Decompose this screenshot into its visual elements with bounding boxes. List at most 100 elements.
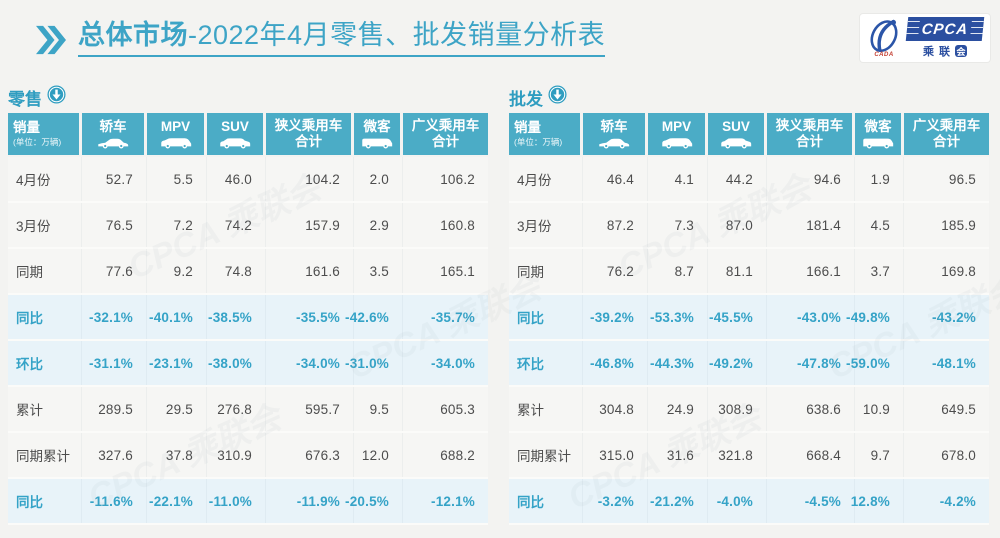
cell-mar-broad-pv-total: 160.8 [440,217,475,233]
column-label: 狭义乘用车 [274,118,343,134]
retail-table-header: 销量 (单位：万辆) 轿车 MPV SUV 狭义乘用车 合计 微客 广义乘用车 合计 [8,113,488,155]
column-unit-label: (单位：万辆) [514,137,563,148]
cell-cumulative-broad-pv-total: 605.3 [440,401,475,417]
cell-apr-broad-pv-total: 106.2 [440,171,475,187]
column-label: 狭义乘用车 [775,118,844,134]
table-row-mom: 环比 -31.1% -23.1% -38.0% -34.0% -31.0% -34.0% [8,341,488,387]
row-label-prior-cumulative: 同期累计 [509,433,583,477]
double-chevron-icon [36,24,66,61]
table-row-yoy: 同比 -32.1% -40.1% -38.5% -35.5% -42.6% -35.7% [8,295,488,341]
row-label-prior-cumulative: 同期累计 [8,433,82,477]
page-title: 总体市场-2022年4月零售、批发销量分析表 [78,20,606,58]
cell-prior-cumulative-broad-pv-total: 678.0 [941,447,976,463]
cell-prior-year-period-broad-pv-total: 165.1 [440,263,475,279]
cell-yoy-broad-pv-total: -35.7% [431,309,475,325]
cn-char: 联 [939,46,950,58]
table-row-yoy: 同比 -39.2% -53.3% -45.5% -43.0% -49.8% -43.2% [509,295,989,341]
column-header-mpv: MPV [147,113,207,155]
cpca-cn-name: 乘 联 会 [923,43,967,59]
cell-mom-minibus: -31.0% [345,341,403,385]
column-label: SUV [221,118,249,134]
cell-prior-year-period-sedan: 77.6 [82,249,147,293]
cell-cumulative-yoy-sedan: -3.2% [583,479,648,523]
cell-mom-broad-pv-total: -48.1% [932,355,976,371]
column-label: 销量 [514,119,541,135]
cell-cumulative-mpv: 29.5 [147,387,207,431]
column-header-suv: SUV [708,113,767,155]
cell-apr-sedan: 46.4 [583,157,648,201]
cell-prior-cumulative-minibus: 9.7 [855,433,904,477]
cell-cumulative-minibus: 10.9 [855,387,904,431]
table-row-cumulative: 累计 289.5 29.5 276.8 595.7 9.5 605.3 [8,387,488,433]
cpca-emblem: CADA [864,19,904,58]
cell-yoy-suv: -38.5% [207,295,266,339]
table-row-mar: 3月份 76.5 7.2 74.2 157.9 2.9 160.8 [8,203,488,249]
row-label-cumulative: 累计 [509,387,583,431]
row-label-prior-year-period: 同期 [509,249,583,293]
column-unit-label: (单位：万辆) [13,137,62,148]
down-arrow-circle-icon [47,85,66,109]
cell-prior-year-period-narrow-pv-total: 166.1 [767,249,855,293]
cell-cumulative-yoy-broad-pv-total: -12.1% [431,493,475,509]
swoosh-icon [870,19,898,52]
table-row-prior-year-period: 同期 77.6 9.2 74.8 161.6 3.5 165.1 [8,249,488,295]
mpv-car-icon [659,136,695,149]
column-header-minibus: 微客 [855,113,904,155]
suv-car-icon [217,136,253,149]
column-label: 轿车 [600,118,628,134]
cell-yoy-sedan: -39.2% [583,295,648,339]
column-header-narrow-pv-total: 狭义乘用车 合计 [767,113,855,155]
cell-cumulative-sedan: 304.8 [583,387,648,431]
cell-mar-broad-pv-total: 185.9 [941,217,976,233]
cell-prior-year-period-suv: 81.1 [708,249,767,293]
column-header-broad-pv-total: 广义乘用车 合计 [403,113,488,155]
column-label-line2: 合计 [295,134,322,149]
cell-mom-sedan: -31.1% [82,341,147,385]
cell-mar-sedan: 76.5 [82,203,147,247]
mpv-car-icon [158,136,194,149]
cell-yoy-narrow-pv-total: -35.5% [266,295,354,339]
cell-prior-cumulative-suv: 310.9 [207,433,266,477]
suv-car-icon [718,136,754,149]
cpca-logo: CADA CPCA 乘 联 会 [860,14,990,62]
wholesale-section-label: 批发 [509,89,543,109]
column-header-sedan: 轿车 [583,113,648,155]
cell-mom-narrow-pv-total: -47.8% [767,341,855,385]
cpca-wordmark: CPCA 乘 联 会 [905,17,985,59]
cell-prior-year-period-mpv: 9.2 [147,249,207,293]
cell-cumulative-sedan: 289.5 [82,387,147,431]
cell-prior-cumulative-minibus: 12.0 [354,433,403,477]
cell-cumulative-yoy-broad-pv-total: -4.2% [939,493,976,509]
page-title-highlight: 总体市场 [78,20,188,50]
tables-container: 零售 销量 (单位：万辆) 轿车 MPV SUV 狭义乘用车 合计 微客 广义乘用车 合计 4月份… [8,84,989,525]
column-label: 广义乘用车 [912,118,981,134]
column-header-sales: 销量 (单位：万辆) [509,113,583,155]
cell-prior-cumulative-mpv: 37.8 [147,433,207,477]
cell-mom-suv: -38.0% [207,341,266,385]
wholesale-section: 批发 销量 (单位：万辆) 轿车 MPV SUV 狭义乘用车 合计 微客 广义乘用车 合计 4月份… [509,84,989,525]
cell-mar-narrow-pv-total: 157.9 [266,203,354,247]
cell-prior-cumulative-broad-pv-total: 688.2 [440,447,475,463]
row-label-apr: 4月份 [509,157,583,201]
cell-mom-minibus: -59.0% [846,341,904,385]
cn-char-badge: 会 [955,45,967,57]
table-row-cumulative: 累计 304.8 24.9 308.9 638.6 10.9 649.5 [509,387,989,433]
cell-apr-sedan: 52.7 [82,157,147,201]
cell-mar-mpv: 7.2 [147,203,207,247]
cell-mar-sedan: 87.2 [583,203,648,247]
table-row-cumulative-yoy: 同比 -11.6% -22.1% -11.0% -11.9% -20.5% -12.1% [8,479,488,525]
column-header-sedan: 轿车 [82,113,147,155]
sedan-car-icon [596,136,632,149]
row-label-cumulative-yoy: 同比 [509,479,583,523]
cell-mom-suv: -49.2% [708,341,767,385]
cell-mom-mpv: -44.3% [648,341,708,385]
cell-apr-narrow-pv-total: 94.6 [767,157,855,201]
cell-mom-sedan: -46.8% [583,341,648,385]
column-header-suv: SUV [207,113,266,155]
cell-apr-mpv: 5.5 [147,157,207,201]
cpca-box-text: CPCA [917,20,973,38]
cell-apr-minibus: 2.0 [354,157,403,201]
cell-yoy-mpv: -53.3% [648,295,708,339]
cell-cumulative-yoy-narrow-pv-total: -11.9% [266,479,354,523]
cell-apr-suv: 44.2 [708,157,767,201]
